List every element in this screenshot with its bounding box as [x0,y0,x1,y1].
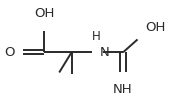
Text: NH: NH [113,83,133,96]
Text: OH: OH [34,7,54,20]
Text: O: O [4,46,15,59]
Text: H: H [92,30,101,43]
Text: N: N [100,46,110,59]
Text: OH: OH [145,21,165,34]
